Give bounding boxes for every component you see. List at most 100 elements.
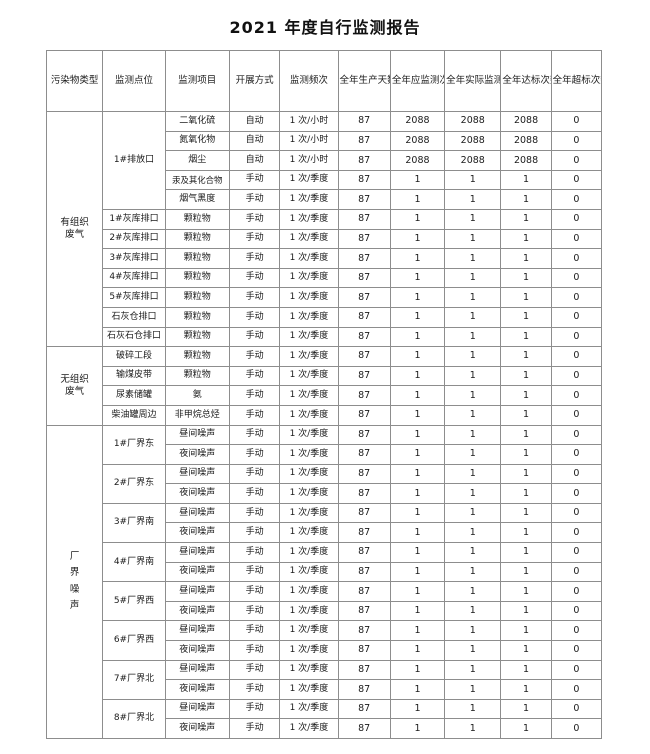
monitoring-frequency-cell: 1 次/季度 (279, 346, 339, 367)
compliant-count-cell: 1 (500, 483, 552, 504)
column-header-actual: 全年实际监测次数 (444, 50, 502, 112)
actual-count-cell: 1 (444, 404, 502, 426)
monitoring-point-cell: 1#排放口 (102, 111, 166, 210)
column-header-line: 全年超 (552, 75, 582, 87)
actual-count-cell: 1 (444, 326, 502, 348)
exceedance-count-cell: 0 (550, 561, 603, 583)
column-header-point: 监测点位 (102, 50, 166, 112)
monitoring-mode-cell: 手动 (228, 228, 281, 250)
exceedance-count-cell: 0 (550, 189, 603, 210)
column-header-line: 标次数 (581, 75, 601, 87)
monitoring-item-cell: 颗粒物 (164, 228, 230, 250)
actual-count-cell: 1 (444, 640, 502, 661)
monitoring-item-cell: 颗粒物 (164, 306, 230, 328)
monitoring-point-cell: 3#厂界南 (102, 502, 166, 544)
production-days-cell: 87 (337, 208, 391, 230)
pollutant-type-line: 废气 (65, 229, 85, 241)
compliant-count-cell: 1 (500, 169, 552, 191)
column-header-line: 全年应监 (391, 75, 430, 87)
exceedance-count-cell: 0 (550, 404, 603, 426)
required-count-cell: 2088 (389, 150, 446, 171)
production-days-cell: 87 (337, 640, 391, 661)
actual-count-cell: 1 (444, 346, 502, 367)
production-days-cell: 87 (337, 326, 391, 348)
actual-count-cell: 2088 (444, 150, 502, 171)
exceedance-count-cell: 0 (550, 444, 603, 465)
monitoring-frequency-cell: 1 次/小时 (279, 130, 339, 152)
table-row: 4#灰库排口 颗粒物 手动 1 次/季度 87 1 1 1 0 (47, 267, 603, 289)
compliant-count-cell: 1 (500, 385, 552, 406)
required-count-cell: 1 (389, 424, 446, 446)
compliant-count-cell: 1 (500, 267, 552, 289)
column-header-line: 全年生 (339, 75, 369, 87)
exceedance-count-cell: 0 (550, 306, 603, 328)
column-header-line: 测次数 (429, 75, 444, 87)
monitoring-point-cell: 输煤皮带 (102, 365, 166, 387)
pollutant-type-line: 有组织 (60, 217, 89, 229)
monitoring-item-cell: 颗粒物 (164, 326, 230, 348)
monitoring-mode-cell: 手动 (228, 522, 281, 544)
exceedance-count-cell: 0 (550, 169, 603, 191)
table-row: 石灰仓排口 颗粒物 手动 1 次/季度 87 1 1 1 0 (47, 306, 603, 328)
compliant-count-cell: 1 (500, 640, 552, 661)
monitoring-point-cell: 柴油罐周边 (102, 404, 166, 426)
required-count-cell: 1 (389, 463, 446, 485)
compliant-count-cell: 1 (500, 248, 552, 269)
actual-count-cell: 1 (444, 208, 502, 230)
column-header-pass: 全年达标次数 (500, 50, 552, 112)
monitoring-frequency-cell: 1 次/季度 (279, 483, 339, 504)
page-title: 2021 年度自行监测报告 (229, 18, 421, 37)
required-count-cell: 1 (389, 404, 446, 426)
monitoring-mode-cell: 手动 (228, 542, 281, 563)
required-count-cell: 1 (389, 561, 446, 583)
table-row: 氮氧化物 自动 1 次/小时 87 2088 2088 2088 0 (47, 130, 603, 152)
monitoring-point-cell: 4#厂界南 (102, 542, 166, 583)
table-row: 烟气黑度 手动 1 次/季度 87 1 1 1 0 (47, 189, 603, 210)
compliant-count-cell: 1 (500, 542, 552, 563)
production-days-cell: 87 (337, 169, 391, 191)
compliant-count-cell: 2088 (500, 130, 552, 152)
required-count-cell: 1 (389, 169, 446, 191)
monitoring-frequency-cell: 1 次/季度 (279, 620, 339, 642)
monitoring-mode-cell: 手动 (228, 483, 281, 504)
actual-count-cell: 1 (444, 581, 502, 602)
monitoring-frequency-cell: 1 次/小时 (279, 111, 339, 132)
compliant-count-cell: 1 (500, 463, 552, 485)
actual-count-cell: 1 (444, 679, 502, 700)
actual-count-cell: 1 (444, 189, 502, 210)
table-row: 尿素储罐氨手动 1 次/季度 87 1 1 1 0 (47, 385, 603, 406)
production-days-cell: 87 (337, 404, 391, 426)
monitoring-frequency-cell: 1 次/季度 (279, 169, 339, 191)
column-header-line: 产天数 (368, 75, 389, 87)
actual-count-cell: 1 (444, 306, 502, 328)
exceedance-count-cell: 0 (550, 326, 603, 348)
required-count-cell: 2088 (389, 111, 446, 132)
monitoring-point-cell: 石灰仓排口 (102, 306, 166, 328)
exceedance-count-cell: 0 (550, 659, 603, 681)
actual-count-cell: 1 (444, 620, 502, 642)
actual-count-cell: 1 (444, 228, 502, 250)
monitoring-frequency-cell: 1 次/季度 (279, 189, 339, 210)
monitoring-point-cell: 破碎工段 (102, 346, 166, 367)
compliant-count-cell: 1 (500, 208, 552, 230)
monitoring-frequency-cell: 1 次/季度 (279, 522, 339, 544)
monitoring-mode-cell: 手动 (228, 404, 281, 426)
monitoring-mode-cell: 手动 (228, 463, 281, 485)
monitoring-mode-cell: 手动 (228, 600, 281, 622)
required-count-cell: 1 (389, 698, 446, 720)
monitoring-item-cell: 昼间噪声 (164, 698, 230, 720)
column-header-line: 污染物 (50, 75, 80, 87)
column-header-item: 监测项目 (164, 50, 230, 112)
monitoring-frequency-cell: 1 次/季度 (279, 463, 339, 485)
exceedance-count-cell: 0 (550, 267, 603, 289)
exceedance-count-cell: 0 (550, 640, 603, 661)
exceedance-count-cell: 0 (550, 718, 603, 739)
table-row: 夜间噪声 手动 1 次/季度 87 1 1 1 0 (47, 444, 603, 465)
monitoring-item-cell: 烟气黑度 (164, 189, 230, 210)
compliant-count-cell: 1 (500, 561, 552, 583)
monitoring-mode-cell: 手动 (228, 287, 281, 308)
exceedance-count-cell: 0 (550, 228, 603, 250)
monitoring-frequency-cell: 1 次/季度 (279, 287, 339, 308)
column-header-line: 监测点位 (114, 75, 153, 87)
actual-count-cell: 1 (444, 365, 502, 387)
